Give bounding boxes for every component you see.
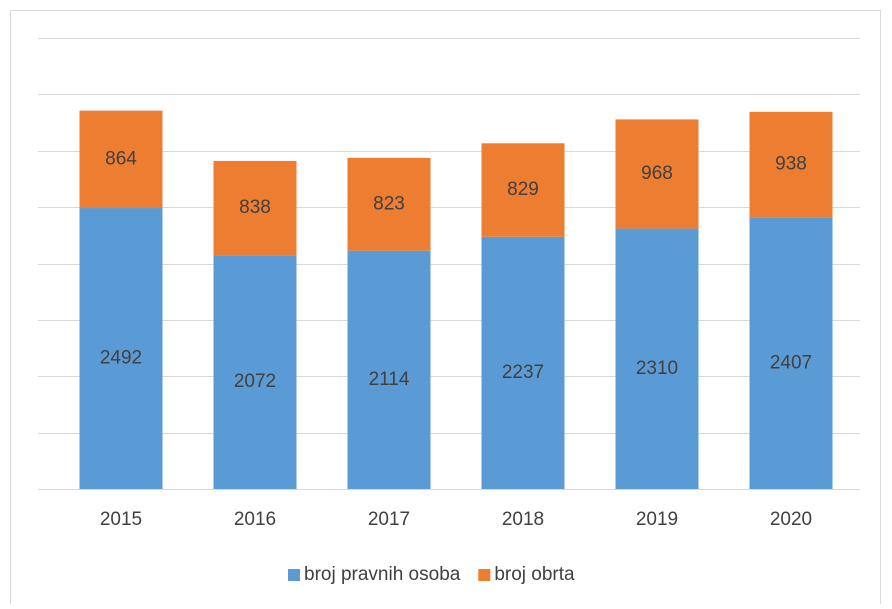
x-tick-label: 2018 [502,509,544,530]
x-tick-label: 2016 [234,509,276,530]
data-label: 864 [105,148,137,169]
x-tick-label: 2015 [100,509,142,530]
data-label: 823 [373,193,405,214]
legend-swatch [478,569,491,581]
bar-segment [347,157,431,251]
bar-segment [749,217,833,489]
bar-segment [481,143,565,237]
data-label: 2492 [100,348,142,369]
legend-label: broj obrta [494,564,575,585]
x-tick-label: 2017 [368,509,410,530]
bar-segment [749,111,833,218]
bar-segment [481,236,565,489]
data-label: 2407 [770,352,812,373]
data-label: 2072 [234,371,276,392]
data-label: 838 [239,197,271,218]
bar-segment [79,110,163,209]
bar-segment [79,208,163,490]
bar-segment [615,119,699,229]
data-label: 938 [775,154,807,175]
bar-segment [213,255,297,489]
data-label: 968 [641,163,673,184]
bar-segment [213,160,297,256]
bar-segment [615,228,699,490]
x-tick-label: 2019 [636,509,678,530]
legend-swatch [288,569,300,581]
bar-segment [347,250,431,489]
data-label: 2237 [502,362,544,383]
data-label: 829 [507,179,539,200]
legend-label: broj pravnih osoba [304,564,461,585]
data-label: 2114 [369,369,410,390]
x-tick-label: 2020 [770,509,812,530]
data-label: 2310 [636,358,678,379]
